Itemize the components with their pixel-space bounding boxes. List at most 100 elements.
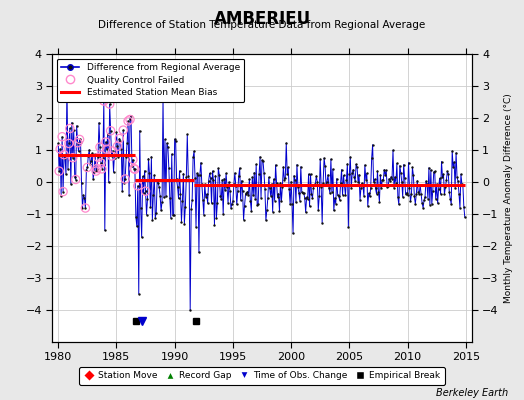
Point <box>461 214 469 220</box>
Point <box>280 176 289 183</box>
Point <box>236 197 245 204</box>
Point <box>435 175 444 182</box>
Point <box>100 98 108 104</box>
Point <box>246 197 255 204</box>
Point <box>209 168 217 174</box>
Point <box>345 171 354 177</box>
Point <box>194 171 202 178</box>
Point <box>348 170 356 176</box>
Point <box>178 198 187 204</box>
Point <box>395 201 403 208</box>
Point <box>66 125 74 132</box>
Point <box>243 188 252 195</box>
Point <box>126 116 134 123</box>
Point <box>264 195 272 201</box>
Point <box>270 197 279 204</box>
Point <box>218 176 226 183</box>
Point <box>329 166 337 172</box>
Point <box>311 180 320 187</box>
Point <box>397 170 405 176</box>
Point <box>453 174 461 180</box>
Point <box>361 162 369 168</box>
Point <box>431 168 439 174</box>
Point <box>344 224 353 230</box>
Point <box>407 191 416 198</box>
Point <box>284 164 292 171</box>
Point <box>143 196 151 202</box>
Point <box>359 183 367 189</box>
Point <box>317 184 325 190</box>
Point <box>417 191 425 198</box>
Point <box>84 152 93 159</box>
Point <box>71 174 79 180</box>
Point <box>357 184 365 191</box>
Point <box>242 190 250 197</box>
Point <box>102 139 110 145</box>
Point <box>271 162 280 168</box>
Point <box>208 200 216 206</box>
Point <box>419 204 427 211</box>
Point <box>81 205 90 211</box>
Point <box>265 174 273 180</box>
Point <box>152 210 160 216</box>
Point <box>169 212 177 218</box>
Point <box>387 174 395 180</box>
Point <box>97 160 105 166</box>
Point <box>438 158 446 165</box>
Point <box>401 191 410 198</box>
Point <box>114 154 123 160</box>
Point <box>166 195 174 201</box>
Point <box>300 195 309 201</box>
Point <box>390 184 398 191</box>
Point <box>312 173 321 179</box>
Point <box>161 136 169 143</box>
Point <box>428 201 436 207</box>
Point <box>123 139 132 146</box>
Point <box>79 192 88 198</box>
Point <box>244 192 253 198</box>
Point <box>74 148 83 155</box>
Point <box>169 212 178 218</box>
Point <box>126 116 134 123</box>
Legend: Difference from Regional Average, Quality Control Failed, Estimated Station Mean: Difference from Regional Average, Qualit… <box>57 58 245 102</box>
Point <box>117 146 125 153</box>
Text: Berkeley Earth: Berkeley Earth <box>436 388 508 398</box>
Point <box>386 178 394 184</box>
Point <box>99 154 107 161</box>
Point <box>97 160 105 166</box>
Point <box>392 179 400 186</box>
Point <box>430 169 438 175</box>
Point <box>440 191 449 198</box>
Point <box>255 171 263 177</box>
Point <box>268 208 277 215</box>
Point <box>416 182 424 188</box>
Point <box>103 146 111 152</box>
Legend: Station Move, Record Gap, Time of Obs. Change, Empirical Break: Station Move, Record Gap, Time of Obs. C… <box>79 367 445 385</box>
Point <box>277 198 286 204</box>
Point <box>167 215 175 221</box>
Point <box>134 183 142 189</box>
Point <box>75 136 84 143</box>
Point <box>441 184 450 190</box>
Point <box>319 179 328 186</box>
Point <box>333 192 342 198</box>
Point <box>282 140 290 146</box>
Point <box>60 152 68 158</box>
Point <box>135 291 143 297</box>
Point <box>92 168 100 174</box>
Point <box>124 118 132 124</box>
Point <box>354 179 362 186</box>
Point <box>309 185 318 191</box>
Point <box>444 171 453 177</box>
Point <box>275 208 283 214</box>
Point <box>116 138 125 145</box>
Point <box>458 182 467 188</box>
Point <box>86 161 94 167</box>
Point <box>347 185 355 191</box>
Point <box>333 176 341 182</box>
Point <box>232 182 240 189</box>
Point <box>237 178 246 184</box>
Point <box>55 168 63 174</box>
Point <box>94 154 102 160</box>
Point <box>398 178 406 185</box>
